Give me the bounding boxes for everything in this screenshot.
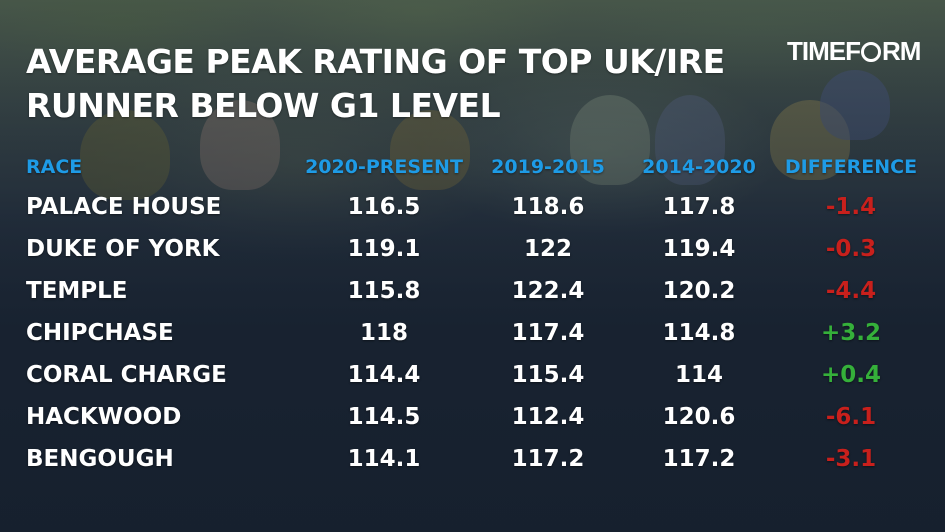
rating-2019-2015: 117.4 bbox=[511, 320, 585, 346]
table-header: RACE 2020-PRESENT 2019-2015 2014-2020 DI… bbox=[0, 150, 945, 184]
rating-2019-2015: 115.4 bbox=[511, 362, 585, 388]
table-row: TEMPLE 115.8 122.4 120.2 -4.4 bbox=[0, 274, 945, 308]
difference-value: -3.1 bbox=[825, 446, 877, 472]
race-name: HACKWOOD bbox=[26, 404, 182, 430]
rating-2020-present: 114.4 bbox=[347, 362, 421, 388]
table-row: CORAL CHARGE 114.4 115.4 114 +0.4 bbox=[0, 358, 945, 392]
title-line-1: AVERAGE PEAK RATING OF TOP UK/IRE bbox=[26, 42, 725, 81]
race-name: TEMPLE bbox=[26, 278, 128, 304]
rating-2014-2020: 120.6 bbox=[662, 404, 736, 430]
header-race: RACE bbox=[26, 156, 83, 178]
difference-value: +0.4 bbox=[820, 362, 881, 388]
rating-2014-2020: 120.2 bbox=[662, 278, 736, 304]
difference-value: -4.4 bbox=[825, 278, 877, 304]
header-difference: DIFFERENCE bbox=[784, 156, 918, 178]
rating-2014-2020: 114 bbox=[674, 362, 723, 388]
table-row: HACKWOOD 114.5 112.4 120.6 -6.1 bbox=[0, 400, 945, 434]
page-title: AVERAGE PEAK RATING OF TOP UK/IRE RUNNER… bbox=[26, 40, 725, 128]
rating-2020-present: 116.5 bbox=[347, 194, 421, 220]
logo-text-a: TIMEF bbox=[787, 36, 861, 66]
rating-2020-present: 119.1 bbox=[347, 236, 421, 262]
title-line-2: RUNNER BELOW G1 LEVEL bbox=[26, 86, 501, 125]
table-row: PALACE HOUSE 116.5 118.6 117.8 -1.4 bbox=[0, 190, 945, 224]
rating-2014-2020: 117.8 bbox=[662, 194, 736, 220]
header-2020-present: 2020-PRESENT bbox=[305, 156, 463, 178]
difference-value: -0.3 bbox=[825, 236, 877, 262]
rating-2014-2020: 117.2 bbox=[662, 446, 736, 472]
logo-text-b: RM bbox=[882, 36, 921, 66]
rating-2020-present: 115.8 bbox=[347, 278, 421, 304]
rating-2020-present: 114.1 bbox=[347, 446, 421, 472]
rating-2014-2020: 114.8 bbox=[662, 320, 736, 346]
rating-2020-present: 114.5 bbox=[347, 404, 421, 430]
difference-value: -1.4 bbox=[825, 194, 877, 220]
rating-2020-present: 118 bbox=[359, 320, 408, 346]
race-name: CHIPCHASE bbox=[26, 320, 174, 346]
timeform-logo: TIMEF RM bbox=[787, 36, 921, 67]
race-name: BENGOUGH bbox=[26, 446, 174, 472]
header-2014-2020: 2014-2020 bbox=[642, 156, 756, 178]
rating-2014-2020: 119.4 bbox=[662, 236, 736, 262]
rating-2019-2015: 122.4 bbox=[511, 278, 585, 304]
header-2019-2015: 2019-2015 bbox=[491, 156, 605, 178]
rating-2019-2015: 112.4 bbox=[511, 404, 585, 430]
race-name: DUKE OF YORK bbox=[26, 236, 220, 262]
difference-value: +3.2 bbox=[820, 320, 881, 346]
race-name: PALACE HOUSE bbox=[26, 194, 222, 220]
table-row: CHIPCHASE 118 117.4 114.8 +3.2 bbox=[0, 316, 945, 350]
difference-value: -6.1 bbox=[825, 404, 877, 430]
table-row: BENGOUGH 114.1 117.2 117.2 -3.1 bbox=[0, 442, 945, 476]
rating-2019-2015: 118.6 bbox=[511, 194, 585, 220]
table-row: DUKE OF YORK 119.1 122 119.4 -0.3 bbox=[0, 232, 945, 266]
rating-2019-2015: 117.2 bbox=[511, 446, 585, 472]
rating-2019-2015: 122 bbox=[523, 236, 572, 262]
logo-ring-icon bbox=[861, 42, 881, 62]
race-name: CORAL CHARGE bbox=[26, 362, 227, 388]
